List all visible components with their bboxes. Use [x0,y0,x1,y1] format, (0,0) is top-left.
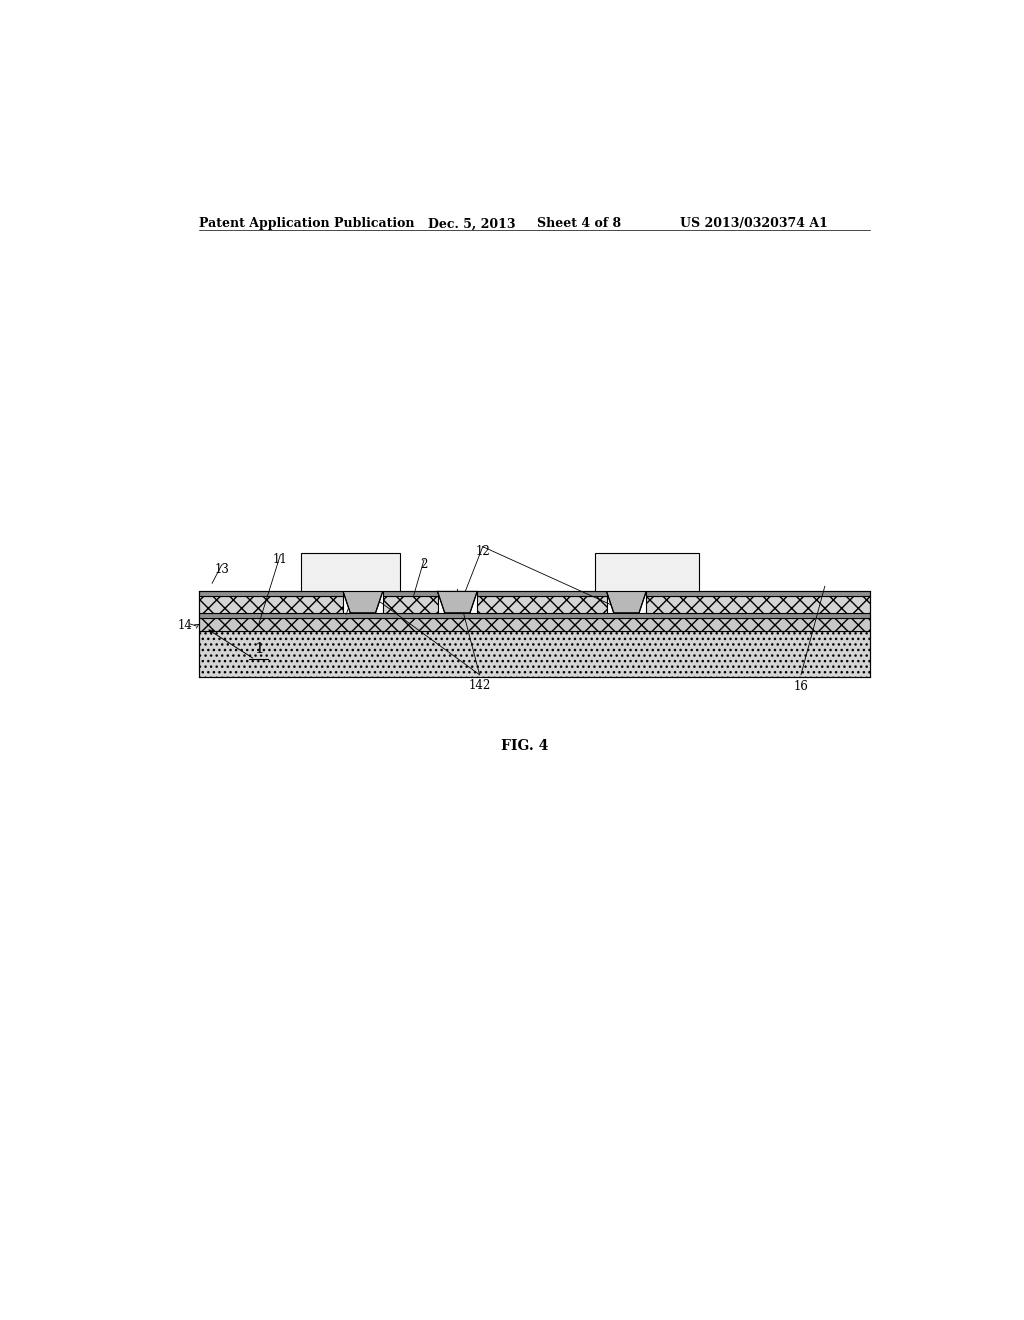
Text: Sheet 4 of 8: Sheet 4 of 8 [537,218,621,231]
Polygon shape [646,597,870,612]
Text: US 2013/0320374 A1: US 2013/0320374 A1 [680,218,827,231]
Polygon shape [646,591,870,597]
Text: Dec. 5, 2013: Dec. 5, 2013 [428,218,515,231]
Text: 131: 131 [356,553,379,566]
Polygon shape [343,591,383,612]
Polygon shape [437,591,477,612]
Polygon shape [301,553,400,591]
Polygon shape [606,591,646,612]
Text: 11: 11 [273,553,288,566]
Polygon shape [477,597,606,612]
Polygon shape [200,597,343,612]
Polygon shape [383,597,437,612]
Polygon shape [200,631,870,677]
Text: 13: 13 [214,562,229,576]
Text: 15: 15 [640,565,654,578]
Text: 14: 14 [178,619,193,632]
Polygon shape [595,553,699,591]
Text: 16: 16 [794,680,808,693]
Text: FIG. 4: FIG. 4 [501,739,549,752]
Polygon shape [200,612,870,618]
Text: 2: 2 [420,558,428,570]
Text: Patent Application Publication: Patent Application Publication [200,218,415,231]
Polygon shape [200,618,870,631]
Text: 142: 142 [468,678,490,692]
Text: 1: 1 [254,643,264,656]
Text: 12: 12 [475,545,490,557]
Polygon shape [477,591,606,597]
Polygon shape [383,591,437,597]
Polygon shape [200,591,343,597]
